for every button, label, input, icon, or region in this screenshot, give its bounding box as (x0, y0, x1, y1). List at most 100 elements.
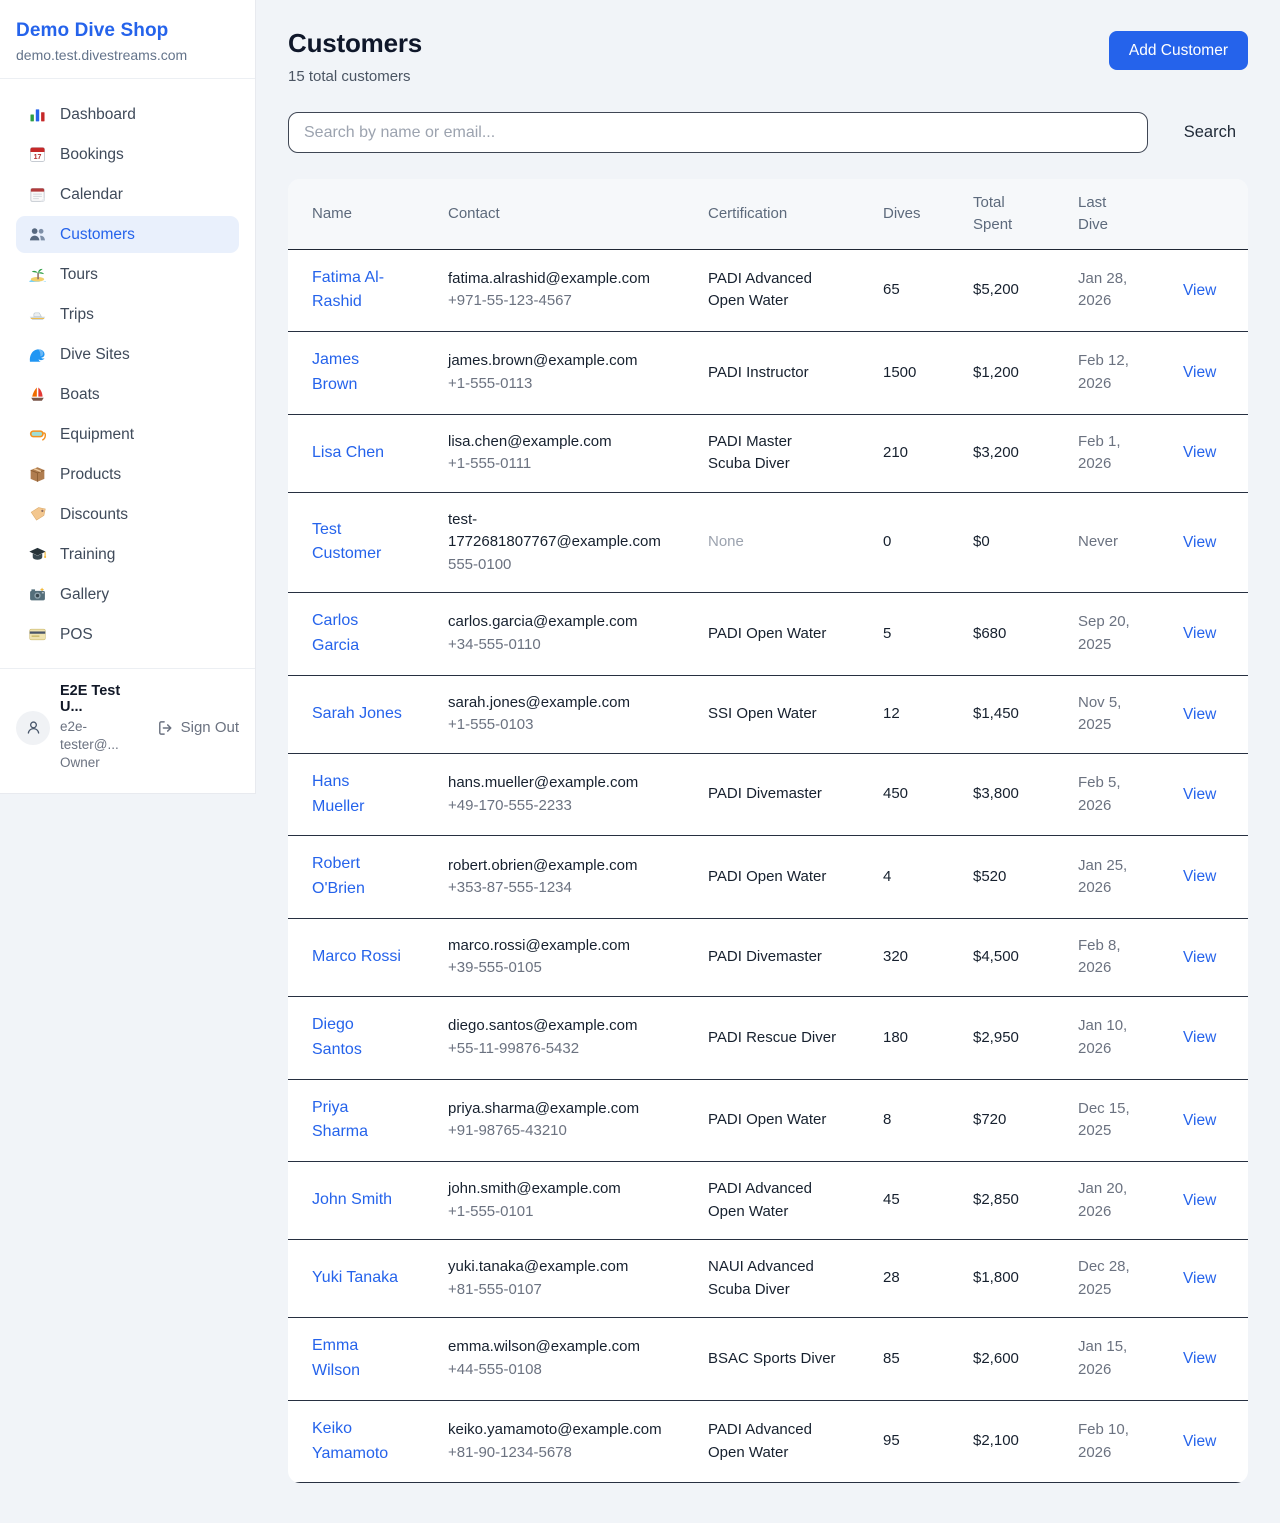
view-customer-link[interactable]: View (1183, 785, 1217, 803)
sidebar-item-boats[interactable]: Boats (16, 376, 239, 413)
cell-actions: View (1183, 1239, 1248, 1319)
sidebar-item-equipment[interactable]: Equipment (16, 416, 239, 453)
customer-certification: None (708, 533, 744, 551)
cell-dives: 65 (883, 249, 973, 333)
customer-dives: 12 (883, 705, 900, 723)
view-customer-link[interactable]: View (1183, 281, 1217, 299)
view-customer-link[interactable]: View (1183, 1269, 1217, 1287)
customer-total-spent: $2,850 (973, 1191, 1019, 1209)
cell-certification: NAUI Advanced Scuba Diver (708, 1239, 883, 1319)
search-row: Search (288, 112, 1248, 153)
customer-dives: 8 (883, 1111, 892, 1129)
sidebar-item-trips[interactable]: Trips (16, 296, 239, 333)
customer-total-spent: $720 (973, 1111, 1007, 1129)
customer-name-link[interactable]: Emma Wilson (312, 1337, 361, 1379)
customer-name-link[interactable]: Test Customer (312, 520, 382, 563)
cell-last-dive: Jan 28, 2026 (1078, 249, 1183, 333)
cell-dives: 180 (883, 996, 973, 1080)
customer-name-link[interactable]: Diego Santos (312, 1015, 362, 1058)
search-input[interactable] (288, 112, 1148, 153)
customer-dives: 28 (883, 1269, 900, 1287)
customer-phone: +1-555-0113 (448, 374, 533, 392)
cell-dives: 45 (883, 1161, 973, 1241)
view-customer-link[interactable]: View (1183, 1432, 1217, 1450)
sidebar-item-calendar[interactable]: Calendar (16, 176, 239, 213)
customer-last-dive: Feb 8, 2026 (1078, 936, 1121, 977)
customer-name-link[interactable]: Carlos Garcia (312, 612, 360, 654)
cell-contact: yuki.tanaka@example.com +81-555-0107 (448, 1239, 708, 1319)
customer-last-dive: Jan 25, 2026 (1078, 856, 1128, 897)
view-customer-link[interactable]: View (1183, 705, 1217, 723)
customer-name-link[interactable]: Lisa Chen (312, 443, 385, 461)
cell-certification: PADI Advanced Open Water (708, 1400, 883, 1484)
customer-name-link[interactable]: Priya Sharma (312, 1098, 369, 1141)
column-header-actions (1183, 179, 1248, 250)
sidebar-item-bookings[interactable]: 17 Bookings (16, 136, 239, 173)
customer-total-spent: $520 (973, 867, 1007, 885)
cell-dives: 28 (883, 1239, 973, 1319)
sidebar-item-pos[interactable]: POS (16, 616, 239, 653)
cell-last-dive: Dec 28, 2025 (1078, 1239, 1183, 1319)
customer-certification: PADI Master Scuba Diver (708, 432, 792, 473)
view-customer-link[interactable]: View (1183, 1111, 1217, 1129)
speedboat-icon (28, 305, 47, 324)
view-customer-link[interactable]: View (1183, 444, 1217, 462)
cell-contact: marco.rossi@example.com +39-555-0105 (448, 918, 708, 997)
wave-icon (28, 345, 47, 364)
cell-last-dive: Feb 1, 2026 (1078, 414, 1183, 493)
view-customer-link[interactable]: View (1183, 948, 1217, 966)
sidebar-item-discounts[interactable]: Discounts (16, 496, 239, 533)
cell-contact: fatima.alrashid@example.com +971-55-123-… (448, 249, 708, 333)
customer-name-link[interactable]: Sarah Jones (312, 704, 402, 722)
customer-email: john.smith@example.com (448, 1180, 621, 1198)
sidebar-item-gallery[interactable]: Gallery (16, 576, 239, 613)
cell-certification: PADI Instructor (708, 331, 883, 415)
customer-name-link[interactable]: Hans Mueller (312, 772, 365, 815)
customer-total-spent: $1,800 (973, 1269, 1019, 1287)
sidebar-item-customers[interactable]: Customers (16, 216, 239, 253)
brand-domain: demo.test.divestreams.com (16, 47, 188, 63)
person-icon (27, 721, 39, 735)
cell-dives: 12 (883, 675, 973, 754)
sidebar-item-tours[interactable]: Tours (16, 256, 239, 293)
customer-name-link[interactable]: Keiko Yamamoto (312, 1419, 389, 1462)
user-name: E2E Test U... (60, 683, 121, 715)
sign-out-label: Sign Out (180, 719, 239, 737)
table-row: Priya Sharma priya.sharma@example.com +9… (288, 1079, 1248, 1163)
view-customer-link[interactable]: View (1183, 364, 1217, 382)
view-customer-link[interactable]: View (1183, 533, 1217, 551)
customer-name-link[interactable]: James Brown (312, 351, 360, 393)
customer-name-link[interactable]: Marco Rossi (312, 948, 401, 966)
sidebar-item-dive-sites[interactable]: Dive Sites (16, 336, 239, 373)
customer-name-link[interactable]: Robert O'Brien (312, 855, 365, 898)
customer-dives: 320 (883, 948, 909, 966)
cell-name: Lisa Chen (288, 414, 448, 493)
sign-out-button[interactable]: Sign Out (156, 719, 239, 737)
add-customer-button[interactable]: Add Customer (1108, 31, 1248, 70)
cell-total-spent: $3,800 (973, 753, 1078, 837)
view-customer-link[interactable]: View (1183, 868, 1217, 886)
search-button[interactable]: Search (1172, 115, 1248, 150)
customer-name-link[interactable]: Fatima Al-Rashid (312, 268, 385, 311)
sidebar-item-training[interactable]: Training (16, 536, 239, 573)
sidebar-item-dashboard[interactable]: Dashboard (16, 96, 239, 133)
sidebar-item-label: Dashboard (60, 105, 136, 123)
cell-actions: View (1183, 1161, 1248, 1241)
cell-certification: SSI Open Water (708, 675, 883, 754)
column-header-total-spent: Total Spent (973, 179, 1078, 250)
customer-phone: +44-555-0108 (448, 1360, 542, 1378)
column-header-contact: Contact (448, 179, 708, 250)
cell-name: John Smith (288, 1161, 448, 1241)
cell-actions: View (1183, 1079, 1248, 1163)
view-customer-link[interactable]: View (1183, 625, 1217, 643)
customer-email: lisa.chen@example.com (448, 432, 612, 450)
view-customer-link[interactable]: View (1183, 1191, 1217, 1209)
customer-name-link[interactable]: John Smith (312, 1191, 393, 1209)
cell-dives: 5 (883, 592, 973, 676)
view-customer-link[interactable]: View (1183, 1029, 1217, 1047)
cell-contact: john.smith@example.com +1-555-0101 (448, 1161, 708, 1241)
sidebar-item-products[interactable]: Products (16, 456, 239, 493)
view-customer-link[interactable]: View (1183, 1350, 1217, 1368)
customer-name-link[interactable]: Yuki Tanaka (312, 1269, 398, 1287)
customer-dives: 210 (883, 443, 909, 461)
